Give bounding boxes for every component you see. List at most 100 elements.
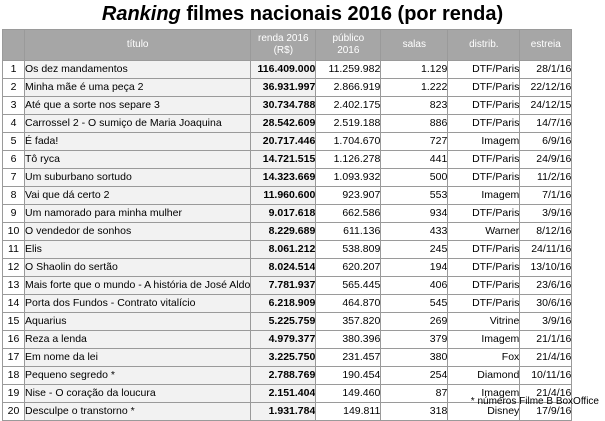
cell-renda: 8.061.212 [250,240,317,259]
cell-rank: 6 [2,150,25,169]
cell-distrib: Warner [447,222,521,241]
cell-salas: 269 [380,312,449,331]
cell-renda: 36.931.997 [250,78,317,97]
cell-estreia: 30/6/16 [519,294,573,313]
header-row: título renda 2016 (R$) público 2016 salas … [2,29,573,61]
table-row: 15 Aquarius 5.225.759 357.820 269 Vitrine 3/9/… [2,312,573,331]
cell-rank: 16 [2,330,25,349]
cell-titulo: É fada! [23,132,252,151]
cell-publico: 620.207 [315,258,382,277]
header-renda: renda 2016 (R$) [250,29,317,61]
header-renda-line2: (R$) [273,45,294,56]
cell-renda: 20.717.446 [250,132,317,151]
header-publico-line1: público [332,33,365,44]
cell-rank: 15 [2,312,25,331]
cell-rank: 17 [2,348,25,367]
cell-publico: 1.126.278 [315,150,382,169]
cell-publico: 2.402.175 [315,96,382,115]
cell-distrib: Imagem [447,186,521,205]
cell-estreia: 24/11/16 [519,240,573,259]
cell-distrib: DTF/Paris [447,240,521,259]
cell-distrib: Imagem [447,132,521,151]
cell-salas: 886 [380,114,449,133]
cell-estreia: 23/6/16 [519,276,573,295]
cell-titulo: Até que a sorte nos separe 3 [23,96,252,115]
cell-renda: 11.960.600 [250,186,317,205]
table-row: 12 O Shaolin do sertão 8.024.514 620.207 194… [2,258,573,277]
cell-rank: 13 [2,276,25,295]
cell-publico: 611.136 [315,222,382,241]
cell-renda: 8.229.689 [250,222,317,241]
cell-rank: 2 [2,78,25,97]
ranking-table: título renda 2016 (R$) público 2016 salas … [2,29,573,421]
cell-rank: 14 [2,294,25,313]
footnote: * números Filme B BoxOffice [470,396,599,407]
table-row: 19 Nise - O coração da loucura 2.151.404 14… [2,384,573,403]
cell-publico: 1.093.932 [315,168,382,187]
cell-publico: 380.396 [315,330,382,349]
cell-publico: 923.907 [315,186,382,205]
header-rank-blank [2,29,25,61]
cell-titulo: Porta dos Fundos - Contrato vitalício [23,294,252,313]
cell-titulo: Os dez mandamentos [23,60,252,79]
cell-salas: 823 [380,96,449,115]
title-rest: filmes nacionais 2016 (por renda) [180,3,504,25]
title-emphasis: Ranking [101,3,181,25]
cell-publico: 662.586 [315,204,382,223]
table-row: 17 Em nome da lei 3.225.750 231.457 380 Fox 21… [2,348,573,367]
cell-rank: 5 [2,132,25,151]
table-row: 4 Carrossel 2 - O sumiço de Maria Joaquin… [2,114,573,133]
cell-distrib: DTF/Paris [447,204,521,223]
cell-salas: 1.222 [380,78,449,97]
cell-estreia: 24/12/15 [519,96,573,115]
cell-salas: 406 [380,276,449,295]
cell-salas: 553 [380,186,449,205]
table-row: 2 Minha mãe é uma peça 2 36.931.997 2.866.9… [2,78,573,97]
cell-renda: 14.323.669 [250,168,317,187]
cell-publico: 538.809 [315,240,382,259]
cell-publico: 2.866.919 [315,78,382,97]
cell-publico: 11.259.982 [315,60,382,79]
cell-salas: 1.129 [380,60,449,79]
cell-estreia: 21/4/16 [519,348,573,367]
cell-renda: 2.788.769 [250,366,317,385]
cell-distrib: DTF/Paris [447,276,521,295]
cell-salas: 441 [380,150,449,169]
header-renda-line1: renda 2016 [258,33,309,44]
cell-rank: 10 [2,222,25,241]
cell-salas: 545 [380,294,449,313]
header-publico: público 2016 [315,29,382,61]
cell-titulo: Carrossel 2 - O sumiço de Maria Joaquina [23,114,252,133]
cell-renda: 6.218.909 [250,294,317,313]
cell-titulo: Nise - O coração da loucura [23,384,252,403]
header-publico-line2: 2016 [337,45,360,56]
cell-distrib: DTF/Paris [447,114,521,133]
cell-publico: 149.460 [315,384,382,403]
cell-publico: 357.820 [315,312,382,331]
cell-estreia: 6/9/16 [519,132,573,151]
cell-publico: 565.445 [315,276,382,295]
table-row: 3 Até que a sorte nos separe 3 30.734.788 2… [2,96,573,115]
cell-estreia: 8/12/16 [519,222,573,241]
cell-renda: 9.017.618 [250,204,317,223]
header-salas: salas [380,29,449,61]
cell-titulo: Vai que dá certo 2 [23,186,252,205]
cell-salas: 245 [380,240,449,259]
cell-estreia: 21/1/16 [519,330,573,349]
cell-titulo: Um suburbano sortudo [23,168,252,187]
cell-estreia: 7/1/16 [519,186,573,205]
cell-rank: 7 [2,168,25,187]
cell-distrib: DTF/Paris [447,78,521,97]
table-row: 14 Porta dos Fundos - Contrato vitalício 6… [2,294,573,313]
cell-titulo: Tô ryca [23,150,252,169]
cell-renda: 7.781.937 [250,276,317,295]
cell-publico: 464.870 [315,294,382,313]
page-title: Ranking filmes nacionais 2016 (por renda… [0,0,605,29]
cell-salas: 380 [380,348,449,367]
cell-estreia: 3/9/16 [519,312,573,331]
cell-distrib: Diamond [447,366,521,385]
cell-salas: 379 [380,330,449,349]
cell-estreia: 14/7/16 [519,114,573,133]
cell-rank: 12 [2,258,25,277]
